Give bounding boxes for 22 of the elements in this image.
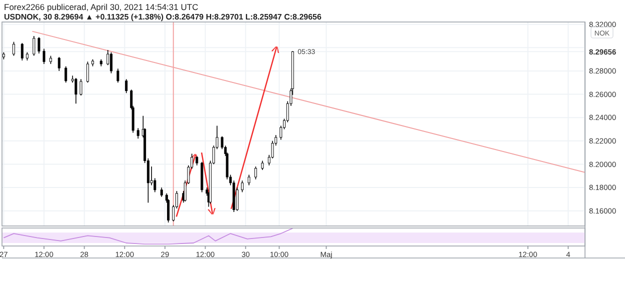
candlestick — [32, 36, 36, 56]
candlestick — [12, 41, 16, 56]
chart-title: Forex2266 publicerad, April 30, 2021 14:54:31 UTC — [4, 2, 198, 12]
candlestick — [58, 56, 60, 72]
candlestick — [74, 78, 78, 104]
candlestick — [20, 42, 24, 61]
candlestick — [38, 36, 40, 54]
candlestick — [42, 48, 46, 64]
candlestick — [136, 128, 140, 139]
candlestick — [86, 61, 89, 84]
candlestick — [261, 160, 264, 170]
candlestick — [196, 156, 198, 166]
candlestick — [160, 187, 163, 198]
candlestick — [254, 166, 257, 180]
candlestick — [110, 52, 112, 74]
candlestick — [64, 66, 68, 84]
chart-subtitle: USDNOK, 30 8.29694 ▲ +0.11325 (+1.38%) O:8.26479 H:8.29701 L:8.25947 C:8.29656 — [4, 12, 322, 22]
candlestick — [116, 68, 120, 84]
candlestick — [248, 174, 250, 186]
candlestick — [125, 78, 128, 94]
candlestick — [241, 180, 244, 193]
candlestick — [80, 78, 82, 96]
